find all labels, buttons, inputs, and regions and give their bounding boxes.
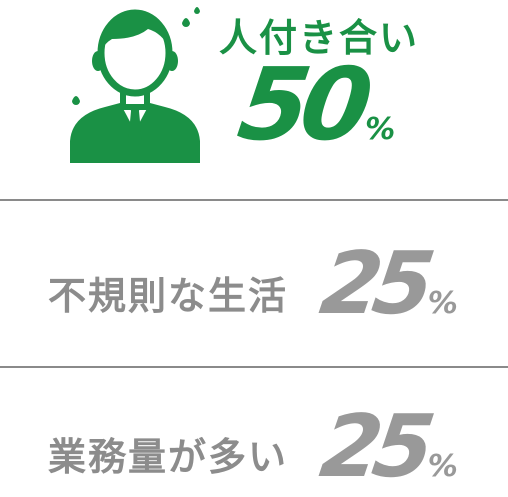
unit-human-relations: % [365, 112, 396, 147]
value-human-relations: 50 [231, 46, 372, 163]
label-human-relations: 人付き合い [219, 16, 420, 60]
item-middle: 不規則な生活 25% [0, 201, 508, 367]
label-irregular-life: 不規則な生活 [48, 274, 289, 318]
divider [0, 366, 508, 368]
unit-heavy-workload: % [427, 449, 458, 484]
value-heavy-workload: 25 [314, 397, 433, 497]
percent-heavy-workload: 25% [315, 397, 458, 497]
value-irregular-life: 25 [314, 234, 433, 334]
businessman-avatar-icon [70, 7, 200, 163]
divider [0, 199, 508, 201]
percent-irregular-life: 25% [315, 234, 458, 334]
label-heavy-workload: 業務量が多い [48, 435, 289, 479]
percent-human-relations: 50% [232, 46, 396, 163]
item-top: 人付き合い 50% [0, 0, 508, 200]
unit-irregular-life: % [427, 286, 458, 321]
item-bottom: 業務量が多い 25% [0, 368, 508, 497]
